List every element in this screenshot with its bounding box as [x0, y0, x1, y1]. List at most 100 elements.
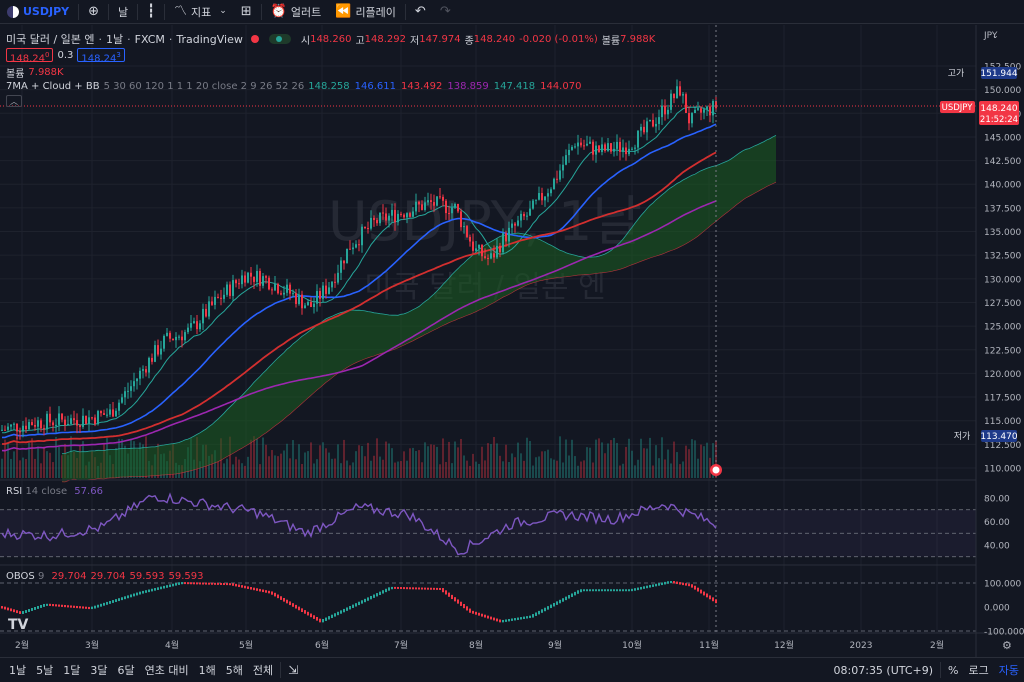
rewind-icon: ⏪ — [335, 4, 352, 19]
obos-bar — [58, 604, 60, 607]
volume-bar — [451, 463, 453, 478]
range-button-8[interactable]: 5해 — [225, 664, 243, 677]
candle-body — [190, 323, 192, 328]
obos-value-4: 59.593 — [168, 571, 204, 582]
volume-bar — [274, 455, 276, 478]
obos-bar — [4, 606, 6, 610]
candle-body — [511, 223, 513, 228]
candle-body — [172, 338, 174, 341]
candle-body — [319, 290, 321, 299]
volume-bar — [673, 441, 675, 478]
candle-body — [508, 227, 510, 242]
high-value: 148.292 — [364, 33, 406, 45]
volume-bar — [637, 459, 639, 478]
range-button-9[interactable]: 전체 — [252, 664, 274, 677]
obos-bar — [187, 582, 189, 585]
range-button-2[interactable]: 5날 — [36, 664, 54, 677]
obos-bar — [604, 589, 606, 592]
candle-body — [421, 204, 423, 210]
range-button-1[interactable]: 1날 — [9, 664, 27, 677]
interval-button[interactable]: 날 — [111, 0, 135, 24]
obos-bar — [145, 590, 147, 593]
alert-button[interactable]: ⏰ 얼러트 — [264, 0, 329, 24]
candle-body — [211, 301, 213, 305]
indicator-values: 148.258 146.611 143.492 138.859 147.418 144.0… — [308, 81, 586, 92]
volume-bar — [373, 455, 375, 478]
obos-bar — [118, 598, 120, 602]
divider — [78, 3, 80, 20]
buy-button[interactable]: 148.243 — [77, 48, 125, 64]
obos-bar — [229, 583, 231, 586]
range-button-6[interactable]: 연초 대비 — [144, 664, 189, 677]
auto-scale-toggle[interactable]: 자동 — [998, 664, 1019, 677]
candle-body — [151, 357, 153, 362]
obos-bar — [121, 597, 123, 601]
obos-bar — [553, 602, 555, 607]
range-button-5[interactable]: 6달 — [117, 664, 135, 677]
volume-bar — [352, 462, 354, 478]
candle-body — [667, 109, 669, 115]
clock-time[interactable]: 08:07:35 (UTC+9) — [833, 663, 934, 677]
usd-jpy-flag-icon — [7, 5, 19, 18]
obos-bar — [304, 610, 306, 614]
obos-bar — [622, 589, 624, 592]
obos-bar — [478, 612, 480, 616]
layouts-button[interactable]: ⊞ — [234, 0, 259, 24]
price-tick-12: 125.000 — [984, 323, 1021, 333]
obos-bar — [469, 608, 471, 613]
rsi-value: 57.66 — [74, 486, 103, 497]
candle-body — [571, 146, 573, 150]
chart-area[interactable]: USDJPY, 1날 미국 달러 / 일본 엔 152.500150.00014… — [0, 25, 1024, 657]
candle-body — [349, 248, 351, 250]
range-button-3[interactable]: 1달 — [63, 664, 81, 677]
collapse-legend-button[interactable]: ︿ — [6, 95, 22, 107]
candle-body — [418, 201, 420, 205]
indicator-row[interactable]: 7MA + Cloud + BB 5 30 60 120 1 1 1 20 cl… — [6, 79, 655, 93]
candle-body — [532, 200, 534, 209]
sell-button[interactable]: 148.240 — [6, 48, 54, 65]
volume-bar — [685, 445, 687, 478]
obos-bar — [196, 582, 198, 585]
candle-body — [544, 196, 546, 201]
candle-body — [691, 112, 693, 124]
volume-bar — [556, 460, 558, 478]
settings-gear-icon[interactable]: ⚙ — [1002, 639, 1012, 652]
sell-price: 148.24 — [10, 53, 45, 65]
tradingview-logo-icon[interactable]: TV — [8, 617, 29, 633]
time-axis[interactable]: 2월 3월 4월 5월 6월 7월 8월 9월 10월 11월 12월 2023 2월 — [15, 639, 944, 651]
volume-bar — [280, 453, 282, 478]
undo-button[interactable]: ↶ — [408, 0, 433, 24]
volume-bar — [643, 448, 645, 478]
obos-bar — [73, 605, 75, 608]
symbol-search[interactable]: USDJPY — [0, 0, 76, 24]
obos-bar — [505, 619, 507, 622]
live-toggle[interactable] — [268, 34, 291, 44]
price-chart[interactable]: USDJPY, 1날 미국 달러 / 일본 엔 152.500150.00014… — [0, 25, 1024, 657]
range-button-7[interactable]: 1해 — [198, 664, 216, 677]
obos-bar — [340, 610, 342, 614]
obos-bar — [457, 599, 459, 604]
obos-bar — [499, 619, 501, 623]
volume-bar — [493, 436, 495, 478]
volume-row-value: 7.988K — [28, 66, 64, 78]
rsi-axis: 80.00 60.00 40.00 — [984, 495, 1010, 552]
candle-body — [424, 202, 426, 210]
redo-button[interactable]: ↷ — [433, 0, 458, 24]
chart-type-button[interactable]: ┇ — [140, 0, 162, 24]
replay-button[interactable]: ⏪ 리플레이 — [328, 0, 403, 24]
candle-body — [145, 369, 147, 373]
volume-bar — [16, 436, 18, 478]
indicators-button[interactable]: 〽 지표 ⌄ — [167, 0, 234, 24]
volume-bar — [355, 451, 357, 478]
candle-body — [184, 332, 186, 341]
date-range-icon[interactable]: ⇲ — [288, 663, 299, 677]
range-button-4[interactable]: 3달 — [90, 664, 108, 677]
volume-bar — [475, 461, 477, 478]
compare-button[interactable]: ⊕ — [81, 0, 106, 24]
log-toggle[interactable]: 로그 — [968, 664, 989, 677]
volume-bar — [445, 461, 447, 478]
volume-bar — [4, 439, 6, 478]
obos-bar — [178, 582, 180, 585]
volume-bar — [40, 463, 42, 478]
percent-toggle[interactable]: % — [948, 663, 959, 677]
